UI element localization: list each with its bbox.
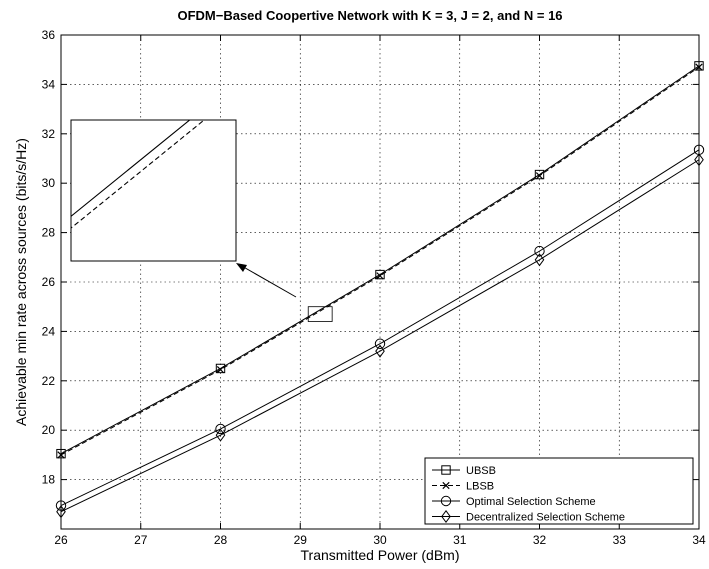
inset-zoom-plot <box>70 119 237 262</box>
y-tick-label: 26 <box>42 275 56 289</box>
legend-marker-diamond <box>441 509 451 524</box>
y-tick-label: 18 <box>42 473 56 487</box>
legend-entry: LBSB <box>432 481 494 493</box>
legend-box <box>424 457 694 525</box>
marker-stroke <box>442 481 450 490</box>
legend-label: LBSB <box>466 481 494 493</box>
series-lbsb <box>57 63 703 459</box>
data-point-x <box>376 272 384 280</box>
legend-label: Decentralized Selection Scheme <box>466 512 625 524</box>
data-point-square <box>534 169 545 180</box>
series-group <box>55 61 705 519</box>
x-tick-label: 30 <box>373 533 387 547</box>
marker-stroke <box>376 272 384 280</box>
data-point-diamond <box>694 153 704 167</box>
data-point-diamond <box>56 505 66 519</box>
y-tick-label: 22 <box>42 374 56 388</box>
data-point-diamond <box>215 428 226 442</box>
y-tick-label: 36 <box>42 28 56 42</box>
x-tick-label: 28 <box>214 533 228 547</box>
inset-frame <box>70 119 237 262</box>
data-point-square <box>375 269 385 280</box>
y-tick-label: 32 <box>42 127 56 141</box>
y-tick-label: 20 <box>42 423 56 437</box>
x-axis-label: Transmitted Power (dBm) <box>301 547 460 563</box>
legend-marker-square <box>441 465 451 475</box>
series-decentralized-selection-scheme <box>56 153 704 519</box>
legend-entry: UBSB <box>432 465 496 477</box>
y-tick-label: 30 <box>42 176 56 190</box>
legend-marker-x <box>442 481 450 490</box>
x-tick-label: 31 <box>453 533 467 547</box>
data-point-circle <box>374 338 386 349</box>
data-point-x <box>695 63 703 71</box>
marker-stroke <box>57 451 65 459</box>
data-point-circle <box>55 500 67 511</box>
series-line <box>60 65 700 455</box>
series-optimal-selection-scheme <box>55 144 705 511</box>
data-point-square <box>694 61 704 71</box>
y-tick-label: 28 <box>42 226 56 240</box>
inset-line-ubsb <box>71 120 191 218</box>
y-axis-label: Achievable min rate across sources (bits… <box>13 138 29 426</box>
x-tick-label: 33 <box>613 533 627 547</box>
data-point-diamond <box>375 344 385 358</box>
y-tick-label: 34 <box>42 77 56 91</box>
grid <box>61 35 699 529</box>
axis-ticks: 26 27 28 29 30 31 32 33 34 18 20 22 24 26 28 30 32 34 36 <box>42 28 706 547</box>
legend-label: UBSB <box>466 465 496 477</box>
data-point-x <box>216 366 225 374</box>
x-tick-label: 27 <box>134 533 148 547</box>
data-point-x <box>535 172 544 180</box>
data-point-diamond <box>534 253 545 267</box>
data-point-circle <box>215 423 226 435</box>
marker-stroke <box>535 172 544 180</box>
data-point-circle <box>534 245 545 257</box>
series-line <box>60 66 700 456</box>
y-tick-label: 24 <box>42 324 56 338</box>
x-tick-label: 29 <box>294 533 308 547</box>
data-point-square <box>215 363 226 374</box>
marker-stroke <box>216 366 225 374</box>
legend-entry: Optimal Selection Scheme <box>432 495 596 508</box>
legend-entry: Decentralized Selection Scheme <box>432 509 625 524</box>
x-tick-label: 34 <box>692 533 706 547</box>
data-point-square <box>56 448 66 459</box>
zoom-region-box <box>307 306 333 322</box>
series-line <box>60 149 700 506</box>
legend-label: Optimal Selection Scheme <box>466 496 596 508</box>
data-point-x <box>57 451 65 459</box>
series-ubsb <box>56 61 704 459</box>
zoom-arrow <box>236 263 297 298</box>
chart-title: OFDM−Based Coopertive Network with K = 3… <box>177 8 562 23</box>
legend-marker-circle <box>440 495 452 507</box>
legend: UBSB LBSB Optimal Selection Scheme Decentra… <box>424 457 694 525</box>
x-tick-label: 32 <box>533 533 547 547</box>
x-tick-label: 26 <box>54 533 68 547</box>
series-line <box>60 159 700 513</box>
marker-stroke <box>695 63 703 71</box>
